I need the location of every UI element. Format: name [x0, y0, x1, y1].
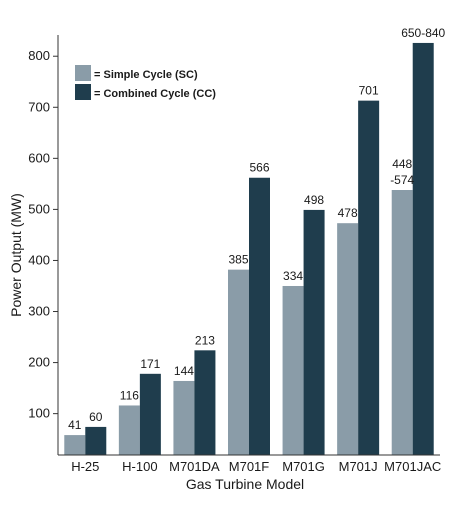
data-label: 498 [304, 193, 324, 207]
data-labels-layer: 41 60 116 171 144 213 385 566 334 498 478 701 448 -57… [68, 26, 445, 432]
data-label: -574 [390, 173, 414, 187]
x-tick-label: M701DA [169, 459, 220, 474]
data-label: 334 [283, 269, 303, 283]
x-tick-label: H-25 [71, 459, 99, 474]
bar-combined-cycle-h-100 [139, 373, 161, 455]
bar-simple-cycle-h-100 [118, 405, 140, 455]
bar-simple-cycle-m701j [337, 223, 359, 455]
y-tick-label: 100 [28, 406, 50, 421]
y-tick-label: 500 [28, 201, 50, 216]
y-tick-label: 200 [28, 355, 50, 370]
data-label: 41 [68, 418, 82, 432]
y-tick-label: 800 [28, 48, 50, 63]
bar-combined-cycle-m701da [194, 350, 216, 455]
legend-swatch-simple-cycle [75, 65, 91, 81]
y-ticks-layer: 100 200 300 400 500 600 700 800 [28, 48, 58, 421]
y-tick-label: 300 [28, 304, 50, 319]
y-tick-label: 400 [28, 252, 50, 267]
legend-label-simple-cycle: = Simple Cycle (SC) [94, 69, 198, 81]
legend-label-combined-cycle: = Combined Cycle (CC) [94, 88, 216, 100]
data-label: 701 [359, 84, 379, 98]
bar-simple-cycle-h-25 [64, 435, 86, 455]
x-axis-title: Gas Turbine Model [186, 476, 304, 492]
y-axis-title: Power Output (MW) [8, 193, 24, 317]
bar-simple-cycle-m701g [282, 285, 304, 455]
axes-layer [57, 35, 440, 456]
bar-combined-cycle-m701j [358, 100, 380, 455]
data-label: 116 [120, 388, 139, 402]
x-tick-label: M701G [282, 459, 325, 474]
legend-swatch-combined-cycle [75, 84, 91, 100]
x-tick-label: M701JAC [384, 459, 441, 474]
data-label: 385 [228, 253, 248, 267]
data-label: 650-840 [401, 26, 445, 40]
x-tick-label: M701J [339, 459, 378, 474]
x-tick-label: M701F [229, 459, 270, 474]
data-label: 448 [392, 157, 412, 171]
bar-combined-cycle-m701jac [412, 42, 434, 456]
data-label: 566 [249, 161, 269, 175]
x-tick-label: H-100 [122, 459, 157, 474]
data-label: 60 [89, 410, 103, 424]
bar-combined-cycle-h-25 [85, 426, 107, 455]
legend: = Simple Cycle (SC) = Combined Cycle (CC… [75, 65, 216, 100]
data-label: 478 [338, 206, 358, 220]
data-label: 171 [140, 357, 160, 371]
bar-combined-cycle-m701g [303, 209, 325, 455]
data-label: 144 [174, 364, 194, 378]
data-label: 213 [195, 333, 215, 347]
y-tick-label: 600 [28, 150, 50, 165]
bar-simple-cycle-m701da [173, 380, 195, 455]
y-tick-label: 700 [28, 99, 50, 114]
bar-combined-cycle-m701f [249, 177, 270, 455]
bar-simple-cycle-m701jac [391, 189, 413, 455]
bar-simple-cycle-m701f [228, 269, 249, 455]
x-ticks-layer: H-25 H-100 M701DA M701F M701G M701J M701JAC [71, 459, 441, 474]
bars-layer [64, 42, 434, 456]
